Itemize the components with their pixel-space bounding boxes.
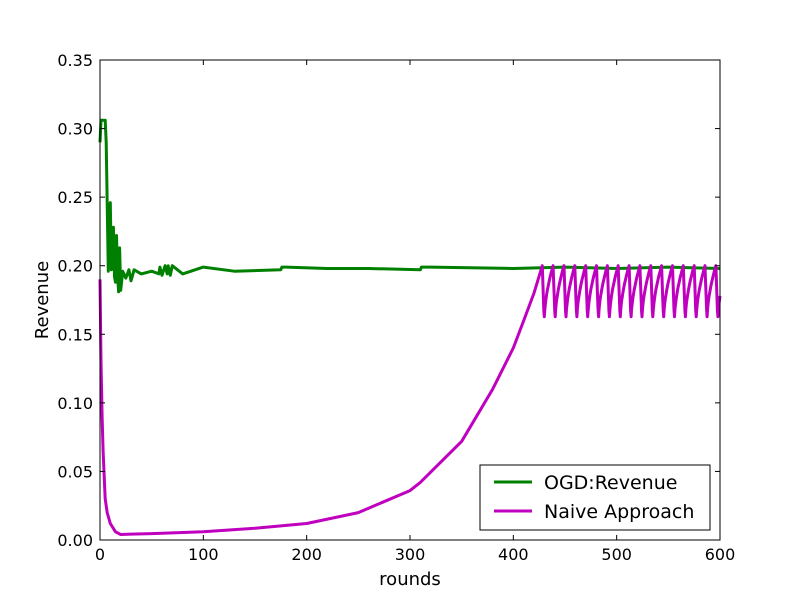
series-layer [98, 118, 722, 536]
legend: OGD:Revenue Naive Approach [479, 464, 711, 531]
plot-area [100, 60, 720, 540]
y-tick-label: 0.20 [57, 257, 93, 276]
x-axis-label: rounds [379, 569, 441, 590]
x-tick-label: 300 [395, 545, 426, 564]
legend-label-ogd-revenue: OGD:Revenue [544, 472, 677, 494]
legend-box [479, 464, 711, 531]
series-line-ogd-revenue [98, 118, 721, 294]
y-tick-label: 0.00 [57, 531, 93, 550]
legend-label-naive-approach: Naive Approach [544, 501, 694, 523]
x-tick-label: 200 [291, 545, 322, 564]
x-tick-label: 500 [601, 545, 632, 564]
x-tick-label: 0 [95, 545, 105, 564]
y-axis-label: Revenue [32, 261, 53, 339]
y-tick-label: 0.15 [57, 325, 93, 344]
x-tick-label: 100 [188, 545, 219, 564]
y-tick-label: 0.05 [57, 462, 93, 481]
y-tick-label: 0.30 [57, 120, 93, 139]
tick-layer: 0 100 200 300 400 500 600 0.00 0.05 0.10 0.15 0.20 0… [57, 51, 735, 564]
series-line-naive-approach [98, 264, 722, 536]
y-tick-label: 0.10 [57, 394, 93, 413]
x-tick-label: 600 [705, 545, 736, 564]
y-tick-label: 0.35 [57, 51, 93, 70]
x-tick-label: 400 [498, 545, 529, 564]
y-tick-label: 0.25 [57, 188, 93, 207]
